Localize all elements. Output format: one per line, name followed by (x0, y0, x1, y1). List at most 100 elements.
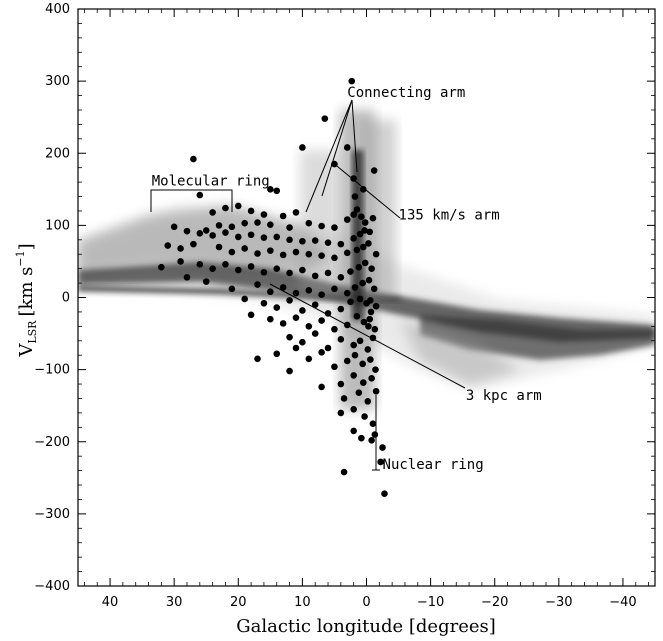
data-point (321, 115, 329, 122)
data-point (355, 389, 363, 397)
data-point (215, 243, 223, 251)
data-point (190, 155, 197, 163)
data-point (347, 298, 354, 306)
y-tick-label: 400 (45, 2, 70, 17)
x-tick-label: 20 (230, 595, 247, 610)
tick-labels: 40 30 20 10 0 −10 −20 −30 −404003002001000−100−2… (34, 2, 636, 610)
data-point (372, 302, 380, 310)
data-point (331, 254, 338, 262)
data-point (260, 299, 268, 307)
data-point (356, 230, 364, 238)
data-point (311, 237, 319, 244)
data-point (340, 395, 348, 402)
data-point (381, 490, 388, 497)
data-point (324, 344, 332, 352)
data-point (361, 413, 368, 420)
data-point (372, 250, 380, 258)
data-point (350, 175, 357, 182)
data-point (202, 278, 210, 285)
data-point (209, 265, 216, 272)
data-point (311, 301, 319, 309)
data-point (241, 245, 248, 252)
data-point (299, 237, 306, 245)
data-point (337, 380, 345, 388)
data-point (190, 240, 197, 248)
data-point (340, 468, 348, 476)
data-point (358, 213, 365, 221)
x-tick-label: 30 (166, 595, 183, 610)
data-point (359, 379, 367, 386)
data-point (241, 219, 248, 227)
data-point (365, 323, 372, 330)
y-tick-label: 0 (62, 291, 70, 306)
data-point (228, 285, 236, 293)
data-point (267, 186, 274, 193)
data-point (343, 144, 351, 151)
data-point (337, 305, 345, 313)
data-point (379, 444, 386, 451)
data-point (292, 248, 300, 256)
data-point (350, 427, 357, 435)
data-point (372, 366, 379, 373)
data-point (372, 387, 380, 395)
data-point (324, 269, 332, 277)
annotation-label: 135 km/s arm (399, 208, 500, 224)
data-point (196, 230, 204, 237)
data-point (234, 202, 242, 210)
y-axis-title-exp: −1 (14, 250, 27, 266)
data-point (170, 223, 178, 231)
data-point (299, 144, 306, 151)
y-tick-label: −100 (34, 363, 70, 378)
data-point (292, 209, 300, 216)
data-point (202, 227, 210, 234)
data-point (292, 289, 300, 297)
data-point (260, 234, 268, 241)
data-point (350, 211, 357, 218)
data-point (286, 224, 293, 231)
data-point (343, 321, 351, 329)
y-axis-title-close: ] (16, 243, 37, 250)
y-axis-title-units: [km s (16, 267, 37, 317)
data-point (209, 232, 216, 239)
y-tick-label: −400 (34, 579, 70, 594)
data-point (359, 243, 367, 251)
data-point (254, 281, 261, 288)
data-point (331, 224, 338, 231)
data-point (351, 284, 359, 291)
data-point (360, 318, 368, 326)
data-point (267, 315, 274, 323)
data-point (273, 265, 281, 272)
data-point (267, 221, 274, 228)
annotation-label: 3 kpc arm (466, 388, 542, 404)
data-point (343, 216, 351, 223)
y-tick-label: 100 (45, 218, 70, 233)
data-point (359, 279, 366, 287)
x-tick-label: 40 (102, 595, 119, 610)
axis-ticks (78, 8, 655, 587)
data-point (299, 338, 306, 346)
data-point (318, 291, 325, 298)
data-point (286, 333, 293, 341)
y-tick-label: 300 (45, 74, 70, 89)
data-point (343, 289, 351, 297)
data-point (350, 372, 357, 379)
data-point (359, 360, 366, 368)
x-tick-label: 0 (362, 595, 370, 610)
data-point (305, 355, 313, 363)
y-axis-title-main: V (16, 343, 37, 358)
data-point (324, 239, 332, 246)
svg-text:VLSR[km s−1]: VLSR [km s−1] (14, 243, 39, 357)
data-point (331, 363, 338, 371)
data-point (260, 268, 268, 276)
data-point (318, 317, 325, 324)
data-point (247, 311, 255, 319)
data-points (158, 77, 388, 497)
data-point (370, 285, 378, 293)
data-point (350, 341, 357, 349)
data-point (364, 346, 372, 353)
data-point (292, 314, 300, 321)
data-point (361, 259, 369, 267)
data-point (337, 409, 345, 417)
data-point (177, 258, 184, 265)
